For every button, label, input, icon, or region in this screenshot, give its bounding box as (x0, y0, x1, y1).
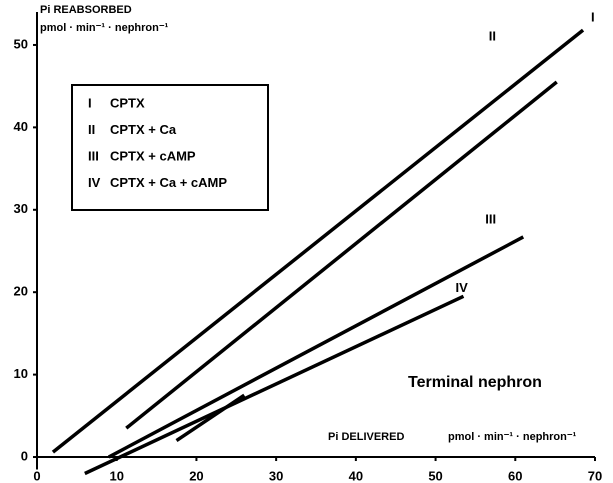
x-tick-label: 60 (508, 468, 522, 483)
y-tick-label: 0 (21, 448, 28, 463)
x-tick-label: 0 (33, 468, 40, 483)
x-tick-label: 70 (588, 468, 602, 483)
y-tick-label: 20 (14, 284, 28, 299)
x-tick-label: 30 (269, 468, 283, 483)
y-tick-label: 40 (14, 119, 28, 134)
series-line (51, 28, 585, 454)
x-axis-label: Pi DELIVERED (328, 431, 404, 443)
annotation: Terminal nephron (408, 374, 542, 391)
x-tick-label: 50 (428, 468, 442, 483)
legend-label: CPTX (110, 95, 145, 110)
y-tick-label: 30 (14, 201, 28, 216)
line-label: III (485, 211, 496, 226)
series-line (175, 393, 246, 442)
legend-label: CPTX + Ca (110, 122, 177, 137)
y-tick-label: 10 (14, 366, 28, 381)
series-line (84, 294, 465, 476)
legend-numeral: I (88, 95, 92, 110)
legend-box (71, 84, 269, 211)
legend-label: CPTX + cAMP (110, 148, 196, 163)
x-tick-label: 10 (109, 468, 123, 483)
y-axis-unit: pmol · min⁻¹ · nephron⁻¹ (40, 22, 169, 34)
series-line (107, 235, 525, 459)
x-tick-label: 20 (189, 468, 203, 483)
line-label: II (489, 28, 496, 43)
x-axis-unit: pmol · min⁻¹ · nephron⁻¹ (448, 431, 577, 443)
legend-label: CPTX + Ca + cAMP (110, 175, 227, 190)
legend-numeral: II (88, 122, 95, 137)
y-tick-label: 50 (14, 36, 28, 51)
legend-numeral: IV (88, 175, 101, 190)
y-axis-label: Pi REABSORBED (40, 4, 132, 16)
series-line (125, 80, 558, 430)
line-label: I (591, 10, 595, 25)
line-label: IV (455, 280, 468, 295)
x-tick-label: 40 (349, 468, 363, 483)
legend-numeral: III (88, 148, 99, 163)
